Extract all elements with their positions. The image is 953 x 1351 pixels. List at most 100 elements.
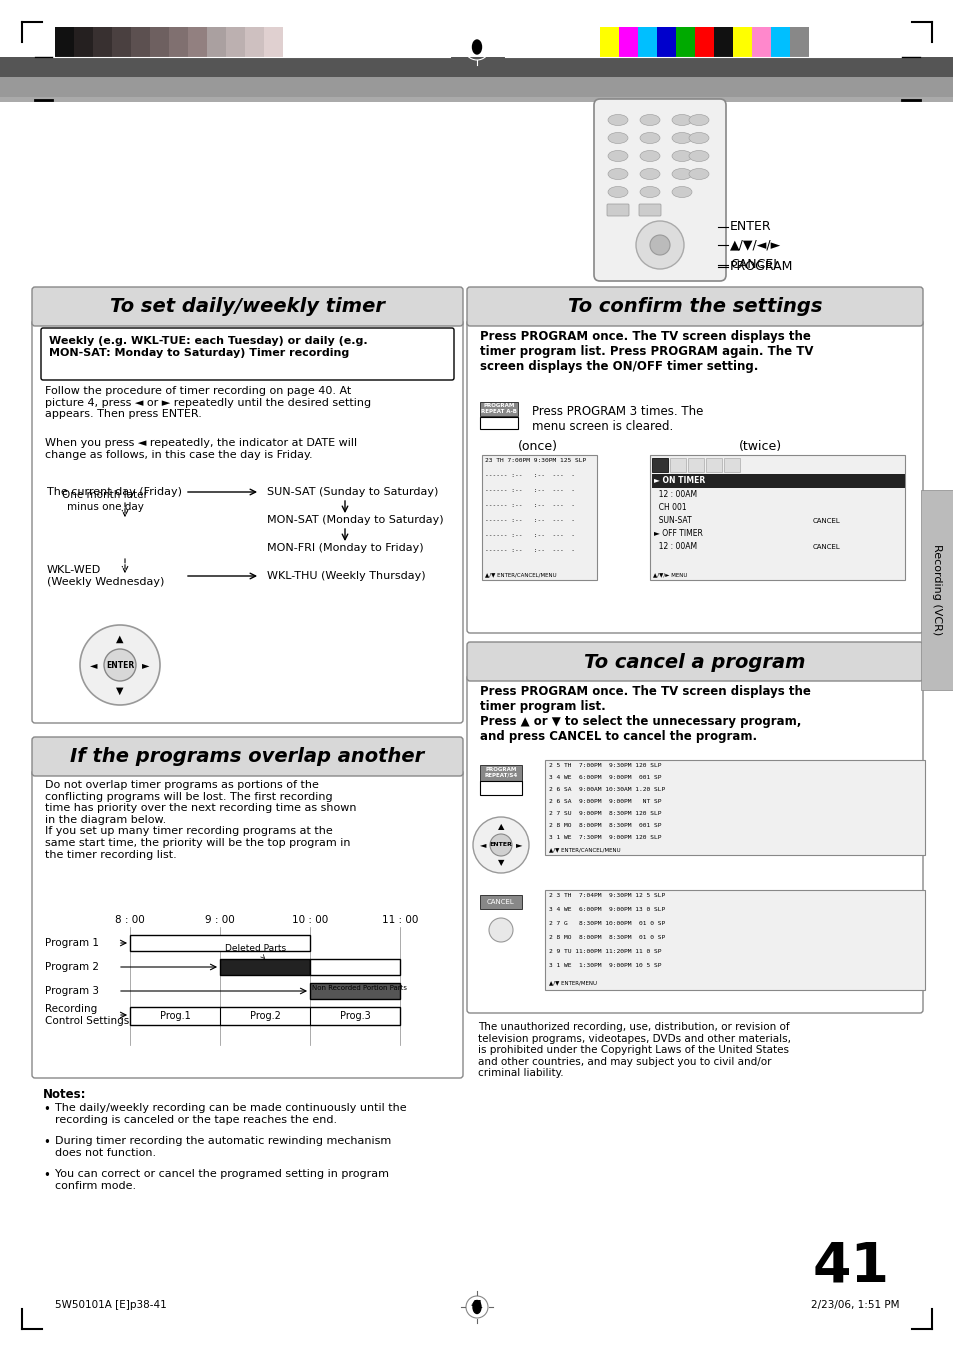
Bar <box>920 490 952 690</box>
Text: CANCEL: CANCEL <box>811 517 840 524</box>
Text: CANCEL: CANCEL <box>811 544 840 550</box>
Bar <box>130 935 310 951</box>
FancyBboxPatch shape <box>467 642 923 681</box>
Ellipse shape <box>671 115 691 126</box>
Ellipse shape <box>671 132 691 143</box>
Text: WKL-WED
(Weekly Wednesday): WKL-WED (Weekly Wednesday) <box>47 565 164 586</box>
Ellipse shape <box>671 186 691 197</box>
Text: 41: 41 <box>812 1240 889 1294</box>
Text: ▼: ▼ <box>497 858 504 867</box>
FancyBboxPatch shape <box>594 99 725 281</box>
Text: Press PROGRAM once. The TV screen displays the
timer program list.
Press ▲ or ▼ : Press PROGRAM once. The TV screen displa… <box>479 685 810 743</box>
Bar <box>479 765 521 781</box>
Bar <box>0 57 953 77</box>
Text: (twice): (twice) <box>738 440 781 453</box>
Bar <box>481 455 597 580</box>
Ellipse shape <box>639 115 659 126</box>
Text: ▲/▼/► MENU: ▲/▼/► MENU <box>652 571 687 577</box>
Text: 2 5 TH  7:00PM  9:30PM 120 SLP: 2 5 TH 7:00PM 9:30PM 120 SLP <box>548 763 660 767</box>
Text: (once): (once) <box>517 440 558 453</box>
Circle shape <box>489 917 513 942</box>
FancyBboxPatch shape <box>32 286 462 326</box>
Text: ------ :--   :--  ---  -: ------ :-- :-- --- - <box>484 549 575 553</box>
Text: You can correct or cancel the programed setting in program
confirm mode.: You can correct or cancel the programed … <box>55 1169 389 1190</box>
Bar <box>649 455 904 580</box>
Bar <box>705 458 721 471</box>
Ellipse shape <box>607 150 627 162</box>
Text: Recording
Control Settings: Recording Control Settings <box>45 1004 129 1025</box>
Bar <box>0 97 953 101</box>
Bar <box>657 27 676 57</box>
Bar <box>150 27 169 57</box>
Ellipse shape <box>688 132 708 143</box>
Bar <box>112 27 131 57</box>
Ellipse shape <box>639 150 659 162</box>
Text: MON-SAT (Monday to Saturday): MON-SAT (Monday to Saturday) <box>267 515 443 526</box>
Text: CANCEL: CANCEL <box>487 898 515 905</box>
Text: 10 : 00: 10 : 00 <box>292 915 328 925</box>
Text: Do not overlap timer programs as portions of the
conflicting programs will be lo: Do not overlap timer programs as portion… <box>45 780 356 859</box>
Text: 2 7 G   8:30PM 10:00PM  01 0 SP: 2 7 G 8:30PM 10:00PM 01 0 SP <box>548 921 664 925</box>
Circle shape <box>649 235 669 255</box>
Text: 23 TH 7:00PM 9:30PM 125 SLP: 23 TH 7:00PM 9:30PM 125 SLP <box>484 458 586 463</box>
FancyBboxPatch shape <box>32 770 462 1078</box>
Bar <box>264 27 283 57</box>
Bar <box>310 959 399 975</box>
Bar <box>0 77 953 100</box>
Text: Program 1: Program 1 <box>45 938 99 948</box>
Ellipse shape <box>607 186 627 197</box>
Bar <box>130 1006 399 1025</box>
Ellipse shape <box>688 150 708 162</box>
Text: PROGRAM
REPEAT A-B: PROGRAM REPEAT A-B <box>480 403 517 413</box>
Text: ENTER: ENTER <box>489 843 512 847</box>
Bar <box>55 27 74 57</box>
Bar <box>651 474 904 488</box>
Text: 2 9 TU 11:00PM 11:20PM 11 0 SP: 2 9 TU 11:00PM 11:20PM 11 0 SP <box>548 948 660 954</box>
Text: ▲: ▲ <box>497 823 504 831</box>
Text: 5W50101A [E]p38-41: 5W50101A [E]p38-41 <box>55 1300 167 1310</box>
Text: Non Recorded Portion Parts: Non Recorded Portion Parts <box>312 985 407 992</box>
Text: PROGRAM
REPEAT/S4: PROGRAM REPEAT/S4 <box>484 767 517 778</box>
Text: WKL-THU (Weekly Thursday): WKL-THU (Weekly Thursday) <box>267 571 425 581</box>
Bar <box>651 458 667 471</box>
Text: To set daily/weekly timer: To set daily/weekly timer <box>110 297 385 316</box>
Circle shape <box>636 222 683 269</box>
Bar <box>669 458 685 471</box>
Text: 3 1 WE  7:30PM  9:00PM 120 SLP: 3 1 WE 7:30PM 9:00PM 120 SLP <box>548 835 660 840</box>
Circle shape <box>104 648 136 681</box>
Text: 2 7 SU  9:00PM  8:30PM 120 SLP: 2 7 SU 9:00PM 8:30PM 120 SLP <box>548 811 660 816</box>
Bar <box>713 27 732 57</box>
Text: ENTER: ENTER <box>729 220 771 234</box>
Text: ► ON TIMER: ► ON TIMER <box>654 476 704 485</box>
Bar <box>188 27 207 57</box>
Bar <box>676 27 695 57</box>
Text: ▲/▼ ENTER/CANCEL/MENU: ▲/▼ ENTER/CANCEL/MENU <box>484 571 556 577</box>
Circle shape <box>473 817 529 873</box>
Text: Follow the procedure of timer recording on page 40. At
picture 4, press ◄ or ► r: Follow the procedure of timer recording … <box>45 386 371 419</box>
Text: 12 : 00AM: 12 : 00AM <box>654 490 697 499</box>
FancyBboxPatch shape <box>32 738 462 775</box>
Text: ------ :--   :--  ---  -: ------ :-- :-- --- - <box>484 503 575 508</box>
Text: Notes:: Notes: <box>43 1088 87 1101</box>
Bar <box>618 27 638 57</box>
Bar <box>207 27 226 57</box>
Bar <box>770 27 789 57</box>
Text: When you press ◄ repeatedly, the indicator at DATE will
change as follows, in th: When you press ◄ repeatedly, the indicat… <box>45 438 356 459</box>
Circle shape <box>490 834 512 857</box>
Ellipse shape <box>688 115 708 126</box>
FancyBboxPatch shape <box>32 320 462 723</box>
Text: 3 4 WE  6:00PM  9:00PM 13 0 SLP: 3 4 WE 6:00PM 9:00PM 13 0 SLP <box>548 907 664 912</box>
Bar <box>169 27 188 57</box>
Text: ------ :--   :--  ---  -: ------ :-- :-- --- - <box>484 473 575 478</box>
Text: Deleted Parts: Deleted Parts <box>225 944 286 958</box>
Bar <box>687 458 703 471</box>
Ellipse shape <box>688 169 708 180</box>
Text: Program 3: Program 3 <box>45 986 99 996</box>
Bar <box>479 894 521 909</box>
Ellipse shape <box>607 115 627 126</box>
Bar <box>789 27 808 57</box>
Text: ▼: ▼ <box>116 686 124 696</box>
Text: ------ :--   :--  ---  -: ------ :-- :-- --- - <box>484 534 575 538</box>
Bar <box>131 27 150 57</box>
Bar <box>651 458 667 471</box>
